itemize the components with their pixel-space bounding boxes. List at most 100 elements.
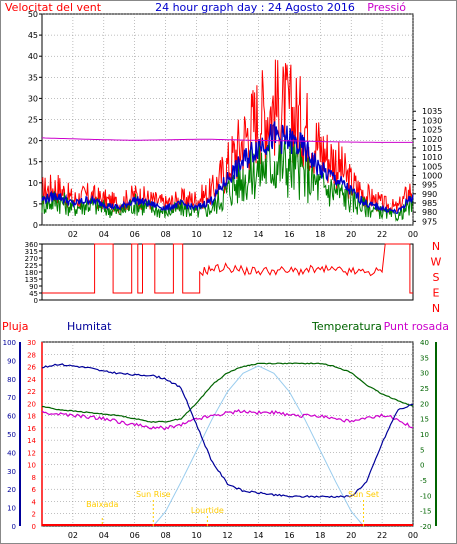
wind-ytick-label: 20 [28, 137, 38, 146]
humidity-ytick-label: 60 [7, 413, 16, 421]
humidity-ytick-label: 80 [7, 376, 16, 384]
pressure-ytick-label: 975 [422, 217, 437, 226]
direction-ytick-label: 45 [29, 290, 38, 298]
rain-ytick-label: 0 [32, 523, 36, 531]
humidity-ytick-label: 10 [7, 505, 16, 513]
wind-xtick-label: 02 [68, 230, 78, 239]
compass-label: N [432, 302, 440, 315]
temperature-ytick-label: 30 [420, 370, 429, 378]
wind-xtick-label: 14 [253, 230, 263, 239]
rain-ytick-label: 10 [27, 462, 36, 470]
pressure-title: Pressió [367, 1, 406, 14]
temperature-series-line [41, 362, 414, 423]
humidity-xtick-label: 20 [346, 531, 356, 540]
humidity-xtick-label: 14 [253, 531, 263, 540]
humidity-ytick-label: 40 [7, 449, 16, 457]
wind-ytick-label: 50 [28, 10, 38, 19]
humidity-xtick-label: 02 [68, 531, 78, 540]
temperature-ytick-label: 15 [420, 416, 429, 424]
humidity-ytick-label: 50 [7, 431, 16, 439]
direction-ytick-label: 135 [25, 276, 38, 284]
temperature-ytick-label: 35 [420, 354, 429, 362]
temperature-ytick-label: 5 [420, 446, 424, 454]
temperature-label: Temperatura [311, 320, 382, 333]
temperature-ytick-label: -5 [420, 477, 427, 485]
direction-ytick-label: 315 [25, 248, 38, 256]
rain-ytick-label: 6 [32, 486, 37, 494]
wind-xtick-label: 16 [284, 230, 294, 239]
pressure-ytick-label: 980 [422, 208, 437, 217]
humidity-temperature-panel: 0102030405060708090100024681012141618202… [3, 339, 437, 540]
pressure-ytick-label: 1010 [422, 153, 442, 162]
time-annotation: Sun Rise [136, 490, 171, 499]
compass-label: E [433, 287, 440, 300]
time-annotation: Sun Set [348, 490, 379, 499]
wind-ytick-label: 25 [28, 116, 38, 125]
wind-ytick-label: 40 [28, 52, 38, 61]
rain-ytick-label: 18 [27, 413, 36, 421]
rain-ytick-label: 20 [27, 400, 36, 408]
compass-label: S [433, 271, 440, 284]
rain-ytick-label: 24 [27, 376, 36, 384]
humidity-label: Humitat [67, 320, 112, 333]
pressure-ytick-label: 985 [422, 199, 437, 208]
rain-ytick-label: 2 [32, 511, 36, 519]
humidity-xtick-label: 08 [161, 531, 171, 540]
humidity-ytick-label: 0 [12, 523, 16, 531]
pressure-ytick-label: 1020 [422, 135, 442, 144]
gust-series-line [41, 59, 414, 215]
pressure-ytick-label: 1035 [422, 107, 442, 116]
wind-xtick-label: 18 [315, 230, 325, 239]
humidity-ytick-label: 100 [3, 339, 16, 347]
humidity-ytick-label: 30 [7, 468, 16, 476]
humidity-xtick-label: 10 [191, 531, 201, 540]
wind-ytick-label: 5 [33, 200, 38, 209]
humidity-xtick-label: 18 [315, 531, 325, 540]
wind-ytick-label: 35 [28, 73, 38, 82]
pressure-ytick-label: 1025 [422, 126, 442, 135]
wind-xtick-label: 10 [191, 230, 201, 239]
temperature-ytick-label: -20 [420, 523, 431, 531]
pressure-ytick-label: 1030 [422, 116, 442, 125]
compass-label: N [432, 240, 440, 253]
humidity-ytick-label: 90 [7, 357, 16, 365]
temperature-ytick-label: 25 [420, 385, 429, 393]
pressure-ytick-label: 990 [422, 190, 437, 199]
temperature-ytick-label: -10 [420, 492, 431, 500]
wind-ytick-label: 45 [28, 31, 38, 40]
wind-xtick-label: 06 [130, 230, 140, 239]
wind-xtick-label: 00 [408, 230, 418, 239]
dewpoint-series-line [41, 408, 413, 431]
wind-pressure-panel: 0510152025303540455097598098599099510001… [28, 10, 443, 239]
humidity-xtick-label: 06 [130, 531, 140, 540]
wind-ytick-label: 10 [28, 179, 38, 188]
humidity-xtick-label: 16 [284, 531, 294, 540]
pressure-series-line [41, 137, 413, 143]
rain-ytick-label: 30 [27, 339, 36, 347]
wind-ytick-label: 0 [33, 221, 38, 230]
dewpoint-label: Punt rosada [384, 320, 449, 333]
wind-xtick-label: 22 [377, 230, 387, 239]
rain-ytick-label: 28 [27, 351, 36, 359]
temperature-ytick-label: 40 [420, 339, 429, 347]
rain-ytick-label: 12 [27, 449, 36, 457]
rain-ytick-label: 26 [27, 364, 36, 372]
pressure-ytick-label: 1005 [422, 162, 442, 171]
temperature-ytick-label: -15 [420, 508, 431, 516]
wind-direction-line [42, 243, 413, 294]
humidity-xtick-label: 00 [408, 531, 418, 540]
rain-ytick-label: 8 [32, 474, 36, 482]
speed-series-line [41, 121, 414, 215]
humidity-xtick-label: 12 [222, 531, 232, 540]
temperature-ytick-label: 20 [420, 400, 429, 408]
rain-ytick-label: 14 [27, 437, 36, 445]
humidity-ytick-label: 70 [7, 394, 16, 402]
wind-xtick-label: 04 [99, 230, 109, 239]
pressure-ytick-label: 995 [422, 181, 437, 190]
pressure-ytick-label: 1015 [422, 144, 442, 153]
humidity-series-line [41, 363, 414, 499]
chart-title: 24 hour graph day : 24 Agosto 2016 [155, 1, 355, 14]
rain-label: Pluja [2, 320, 28, 333]
